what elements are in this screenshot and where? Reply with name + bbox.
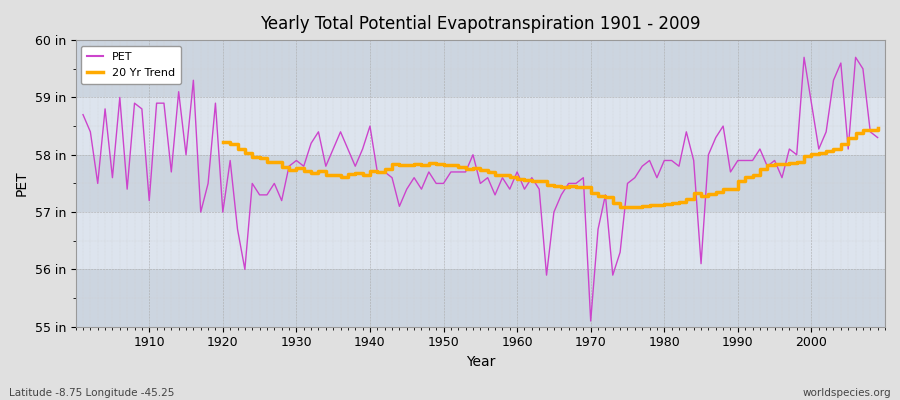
Legend: PET, 20 Yr Trend: PET, 20 Yr Trend xyxy=(81,46,181,84)
Bar xyxy=(76,98,885,155)
Y-axis label: PET: PET xyxy=(15,171,29,196)
Bar xyxy=(76,269,885,327)
Text: Latitude -8.75 Longitude -45.25: Latitude -8.75 Longitude -45.25 xyxy=(9,388,175,398)
Bar xyxy=(76,155,885,212)
Text: worldspecies.org: worldspecies.org xyxy=(803,388,891,398)
Bar xyxy=(76,212,885,270)
Title: Yearly Total Potential Evapotranspiration 1901 - 2009: Yearly Total Potential Evapotranspiratio… xyxy=(260,15,700,33)
X-axis label: Year: Year xyxy=(465,355,495,369)
Bar xyxy=(76,40,885,98)
